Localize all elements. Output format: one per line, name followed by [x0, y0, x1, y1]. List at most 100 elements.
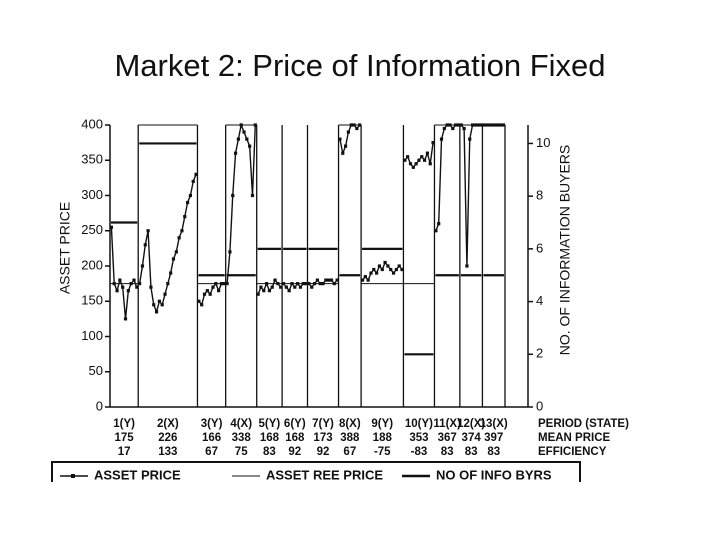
asset-price-point: [468, 137, 472, 141]
asset-price-point: [490, 123, 494, 127]
asset-price-point: [487, 123, 492, 127]
asset-price-point: [163, 292, 167, 296]
asset-price-point: [383, 260, 387, 265]
period-label: 1(Y): [113, 418, 135, 430]
y2-tick-label: 10: [536, 135, 550, 150]
asset-price-point: [414, 162, 418, 166]
asset-price-point: [109, 225, 114, 229]
asset-price-point: [499, 123, 503, 127]
asset-price-point: [245, 137, 249, 141]
row-label: EFFICIENCY: [538, 446, 607, 458]
asset-price-point: [406, 155, 410, 159]
asset-price-point: [132, 278, 136, 282]
asset-price-point: [470, 123, 475, 127]
asset-price-point: [112, 282, 116, 286]
asset-price-point: [431, 141, 435, 145]
asset-price-point: [310, 285, 314, 289]
asset-price-point: [451, 126, 455, 131]
asset-price-point: [493, 123, 497, 127]
period-label: 11(X): [433, 418, 461, 430]
asset-price-point: [256, 292, 260, 296]
legend-marker: [71, 474, 75, 478]
efficiency: 67: [205, 446, 218, 458]
asset-price-point: [169, 271, 173, 275]
mean-price: 388: [340, 432, 360, 444]
asset-price-point: [358, 123, 362, 127]
asset-price-point: [262, 289, 266, 293]
asset-price-point: [183, 215, 187, 219]
asset-price-point: [332, 282, 336, 286]
asset-price-point: [222, 282, 226, 286]
asset-price-point: [307, 282, 311, 286]
asset-price-point: [160, 303, 164, 307]
asset-price-point: [171, 257, 176, 261]
asset-price-point: [211, 285, 215, 289]
asset-price-line: [138, 174, 197, 315]
asset-price-point: [349, 123, 353, 127]
asset-price-point: [360, 278, 365, 282]
asset-price-point: [129, 282, 133, 286]
asset-price-point: [366, 278, 370, 282]
y2-tick-label: 4: [536, 293, 543, 308]
mean-price: 374: [462, 432, 482, 444]
efficiency: 133: [158, 446, 177, 458]
asset-price-point: [301, 282, 305, 286]
asset-price-point: [253, 123, 257, 127]
asset-price-point: [304, 282, 308, 286]
legend-label: ASSET REE PRICE: [266, 467, 383, 482]
asset-price-point: [372, 267, 376, 272]
asset-price-line: [460, 124, 482, 267]
asset-price-line: [435, 124, 459, 232]
asset-price-point: [327, 278, 331, 282]
asset-price-point: [411, 165, 415, 169]
mean-price: 168: [285, 432, 305, 444]
y-tick-label: 300: [81, 187, 103, 202]
asset-price-point: [296, 282, 300, 286]
asset-price-line: [110, 227, 138, 319]
asset-price-point: [239, 123, 243, 127]
asset-price-point: [138, 282, 142, 286]
asset-price-point: [400, 267, 404, 272]
asset-price-point: [174, 250, 178, 254]
asset-price-point: [115, 289, 119, 293]
asset-price-point: [225, 282, 229, 286]
asset-price-point: [389, 267, 393, 272]
asset-price-point: [459, 123, 463, 127]
slide-title: Market 2: Price of Information Fixed: [114, 48, 605, 83]
asset-price-point: [386, 264, 390, 268]
asset-price-point: [341, 151, 345, 155]
asset-price-point: [439, 137, 444, 141]
asset-price-point: [501, 123, 506, 127]
asset-price-point: [217, 289, 221, 293]
period-label: 12(X): [457, 418, 485, 430]
legend-label: NO OF INFO BYRS: [436, 467, 552, 482]
period-label: 5(Y): [259, 418, 281, 430]
asset-price-point: [338, 137, 342, 141]
asset-price-point: [315, 278, 319, 282]
efficiency: 67: [343, 446, 356, 458]
mean-price: 367: [438, 432, 457, 444]
asset-price-point: [352, 123, 356, 127]
legend-label: ASSET PRICE: [94, 467, 181, 482]
asset-price-line: [226, 122, 257, 284]
asset-price-point: [417, 158, 421, 162]
asset-price-point: [324, 278, 328, 282]
period-label: 6(Y): [284, 418, 306, 430]
asset-price-point: [448, 123, 452, 127]
asset-price-point: [422, 158, 427, 162]
asset-price-point: [346, 130, 351, 134]
asset-price-point: [177, 236, 181, 240]
efficiency: 17: [118, 446, 131, 458]
asset-price-point: [154, 310, 159, 314]
asset-price-point: [420, 155, 424, 159]
y2-tick-label: 0: [536, 398, 543, 413]
asset-price-point: [242, 130, 246, 134]
asset-price-point: [194, 172, 198, 176]
efficiency: 83: [263, 446, 276, 458]
asset-price-point: [250, 193, 255, 198]
asset-price-point: [279, 285, 283, 289]
asset-price-point: [377, 264, 382, 268]
asset-price-point: [369, 271, 373, 275]
period-label: 8(X): [339, 418, 361, 430]
asset-price-point: [191, 179, 195, 183]
